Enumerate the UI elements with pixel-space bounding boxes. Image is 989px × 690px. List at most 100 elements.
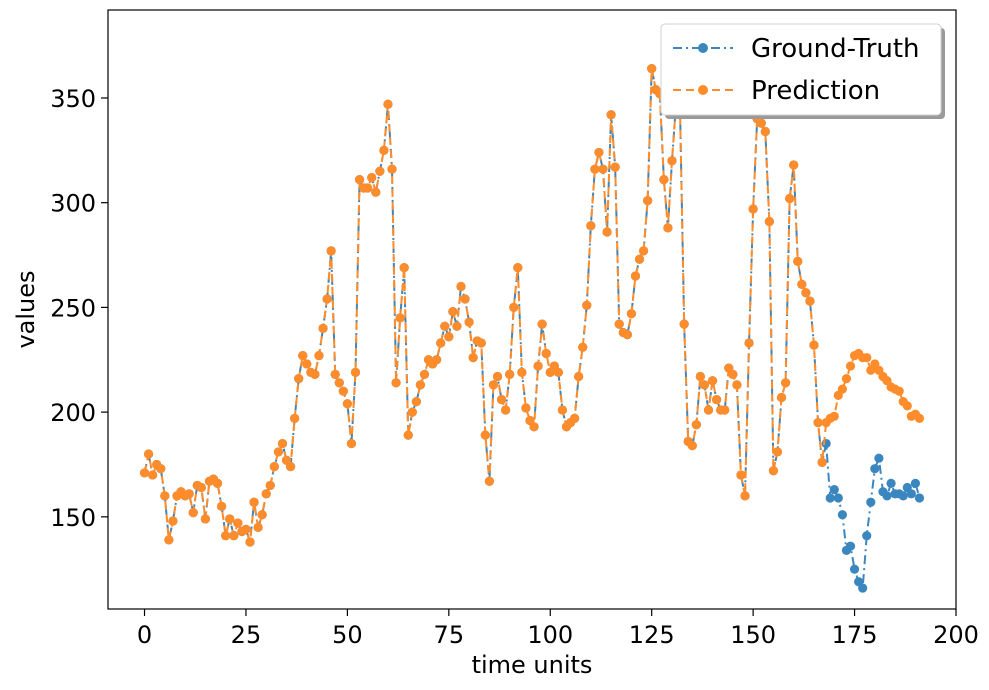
data-point bbox=[411, 397, 421, 407]
data-point bbox=[460, 294, 470, 304]
data-point bbox=[164, 535, 174, 545]
data-point bbox=[845, 541, 856, 551]
y-tick-label: 350 bbox=[50, 85, 96, 113]
data-point bbox=[253, 522, 263, 532]
data-point bbox=[862, 531, 872, 541]
data-point bbox=[346, 438, 357, 449]
data-point bbox=[302, 359, 312, 369]
data-point bbox=[212, 478, 223, 488]
data-point bbox=[703, 405, 714, 415]
data-point bbox=[496, 394, 507, 405]
plot-frame bbox=[107, 9, 957, 610]
data-point bbox=[363, 183, 373, 193]
legend: Ground-Truth Prediction bbox=[660, 23, 945, 119]
data-point bbox=[667, 156, 677, 166]
data-point bbox=[776, 392, 787, 403]
data-point bbox=[517, 367, 527, 377]
data-point bbox=[845, 361, 856, 371]
data-point bbox=[379, 145, 389, 155]
data-point bbox=[866, 497, 876, 507]
y-tick-label: 200 bbox=[50, 399, 96, 427]
data-point bbox=[269, 461, 279, 472]
data-point bbox=[699, 380, 710, 390]
data-point bbox=[643, 195, 653, 206]
data-point bbox=[342, 399, 352, 409]
data-point bbox=[229, 531, 239, 541]
data-point bbox=[849, 564, 860, 574]
data-point bbox=[622, 330, 632, 340]
data-point bbox=[728, 369, 738, 380]
data-point bbox=[533, 361, 543, 371]
data-point bbox=[594, 147, 604, 158]
data-point bbox=[760, 126, 770, 137]
data-point bbox=[322, 294, 332, 304]
data-point bbox=[606, 110, 616, 120]
data-point bbox=[513, 263, 523, 273]
data-point bbox=[326, 246, 336, 256]
data-point bbox=[780, 378, 791, 388]
data-point bbox=[610, 162, 620, 172]
data-point bbox=[415, 380, 426, 390]
data-point bbox=[837, 510, 847, 520]
data-point bbox=[468, 353, 478, 363]
x-tick-label: 150 bbox=[730, 621, 776, 649]
data-point bbox=[813, 418, 823, 428]
data-point bbox=[630, 271, 641, 281]
data-point bbox=[371, 187, 381, 197]
data-point bbox=[440, 321, 450, 331]
data-point bbox=[294, 374, 304, 384]
legend-marker-prediction bbox=[698, 85, 708, 95]
data-point bbox=[809, 340, 819, 350]
data-point bbox=[659, 175, 669, 185]
data-point bbox=[557, 405, 568, 415]
data-point bbox=[793, 256, 803, 266]
x-tick-label: 25 bbox=[231, 621, 262, 649]
data-point bbox=[196, 482, 206, 493]
data-point bbox=[833, 493, 843, 503]
data-point bbox=[768, 466, 779, 476]
data-point bbox=[241, 524, 251, 535]
data-point bbox=[265, 480, 275, 491]
data-point bbox=[756, 118, 766, 128]
data-point bbox=[598, 164, 608, 174]
data-point bbox=[464, 317, 474, 327]
data-point bbox=[862, 353, 872, 363]
y-tick-label: 150 bbox=[50, 504, 96, 532]
data-point bbox=[910, 478, 921, 488]
data-point bbox=[902, 401, 912, 411]
data-point bbox=[829, 411, 839, 421]
data-point bbox=[801, 288, 811, 298]
data-point bbox=[817, 457, 827, 467]
data-point bbox=[261, 489, 271, 499]
data-point bbox=[245, 537, 255, 547]
data-point bbox=[221, 531, 231, 541]
data-point bbox=[407, 407, 417, 417]
data-point bbox=[354, 175, 365, 185]
data-point bbox=[914, 413, 925, 424]
data-point bbox=[217, 501, 227, 511]
data-point bbox=[139, 468, 150, 478]
data-point bbox=[914, 493, 925, 503]
x-tick-label: 0 bbox=[137, 621, 152, 649]
x-tick-label: 200 bbox=[933, 621, 979, 649]
data-point bbox=[338, 386, 348, 396]
data-point bbox=[298, 350, 308, 361]
data-point bbox=[143, 449, 154, 459]
data-point bbox=[484, 476, 494, 486]
data-point bbox=[553, 367, 563, 377]
data-point bbox=[505, 369, 515, 380]
data-point bbox=[314, 350, 324, 361]
x-tick-label: 125 bbox=[629, 621, 675, 649]
data-point bbox=[290, 413, 300, 424]
data-point bbox=[148, 470, 158, 480]
data-point bbox=[529, 422, 539, 432]
data-point bbox=[436, 338, 446, 348]
data-point bbox=[249, 497, 259, 507]
data-point bbox=[837, 384, 847, 394]
x-tick-label: 50 bbox=[332, 621, 363, 649]
legend-label-prediction: Prediction bbox=[751, 76, 880, 106]
y-tick-label: 300 bbox=[50, 190, 96, 218]
data-point bbox=[509, 302, 519, 313]
data-point bbox=[821, 438, 831, 449]
